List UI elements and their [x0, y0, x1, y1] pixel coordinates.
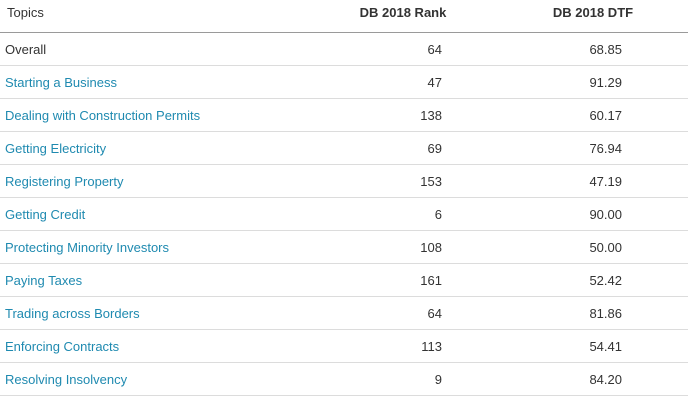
table-header-row: Topics DB 2018 Rank DB 2018 DTF: [0, 0, 688, 33]
table-row-starting-a-business: Starting a Business 47 91.29: [0, 66, 688, 99]
table-row-registering-property: Registering Property 153 47.19: [0, 165, 688, 198]
table-row-construction-permits: Dealing with Construction Permits 138 60…: [0, 99, 688, 132]
table-row-getting-electricity: Getting Electricity 69 76.94: [0, 132, 688, 165]
dtf-value: 90.00: [589, 206, 622, 222]
rank-value: 6: [434, 206, 442, 222]
topic-link-starting-a-business[interactable]: Starting a Business: [5, 74, 118, 90]
dtf-value: 60.17: [589, 107, 622, 123]
dtf-value: 50.00: [589, 239, 622, 255]
dtf-value: 91.29: [589, 74, 622, 90]
dtf-value: 54.41: [589, 338, 622, 354]
topic-link-resolving-insolvency[interactable]: Resolving Insolvency: [5, 371, 128, 387]
topic-link-enforcing-contracts[interactable]: Enforcing Contracts: [5, 338, 120, 354]
dtf-value: 47.19: [589, 173, 622, 189]
topic-link-getting-credit[interactable]: Getting Credit: [5, 206, 86, 222]
rank-value: 138: [420, 107, 442, 123]
topic-link-trading-across-borders[interactable]: Trading across Borders: [5, 305, 140, 321]
topic-link-construction-permits[interactable]: Dealing with Construction Permits: [5, 107, 201, 123]
table-row-resolving-insolvency: Resolving Insolvency 9 84.20: [0, 363, 688, 396]
topic-link-registering-property[interactable]: Registering Property: [5, 173, 124, 189]
topic-link-protecting-minority-investors[interactable]: Protecting Minority Investors: [5, 239, 170, 255]
header-rank: DB 2018 Rank: [359, 5, 447, 20]
dtf-value: 68.85: [589, 41, 622, 57]
header-topics: Topics: [7, 5, 44, 20]
dtf-value: 81.86: [589, 305, 622, 321]
rank-value: 47: [427, 74, 442, 90]
table-row-protecting-minority-investors: Protecting Minority Investors 108 50.00: [0, 231, 688, 264]
table-row-trading-across-borders: Trading across Borders 64 81.86: [0, 297, 688, 330]
header-dtf: DB 2018 DTF: [552, 5, 634, 20]
dtf-value: 76.94: [589, 140, 622, 156]
rank-value: 64: [427, 41, 442, 57]
rank-value: 153: [420, 173, 442, 189]
dtf-value: 84.20: [589, 371, 622, 387]
rank-value: 64: [427, 305, 442, 321]
dtf-value: 52.42: [589, 272, 622, 288]
topic-link-getting-electricity[interactable]: Getting Electricity: [5, 140, 107, 156]
table-row-overall: Overall 64 68.85: [0, 33, 688, 66]
topic-link-paying-taxes[interactable]: Paying Taxes: [5, 272, 83, 288]
table-row-enforcing-contracts: Enforcing Contracts 113 54.41: [0, 330, 688, 363]
rank-value: 108: [420, 239, 442, 255]
rank-value: 9: [434, 371, 442, 387]
table-row-getting-credit: Getting Credit 6 90.00: [0, 198, 688, 231]
topic-overall: Overall: [5, 41, 47, 57]
rank-value: 161: [420, 272, 442, 288]
rank-value: 69: [427, 140, 442, 156]
table-row-paying-taxes: Paying Taxes 161 52.42: [0, 264, 688, 297]
rank-value: 113: [421, 338, 442, 354]
